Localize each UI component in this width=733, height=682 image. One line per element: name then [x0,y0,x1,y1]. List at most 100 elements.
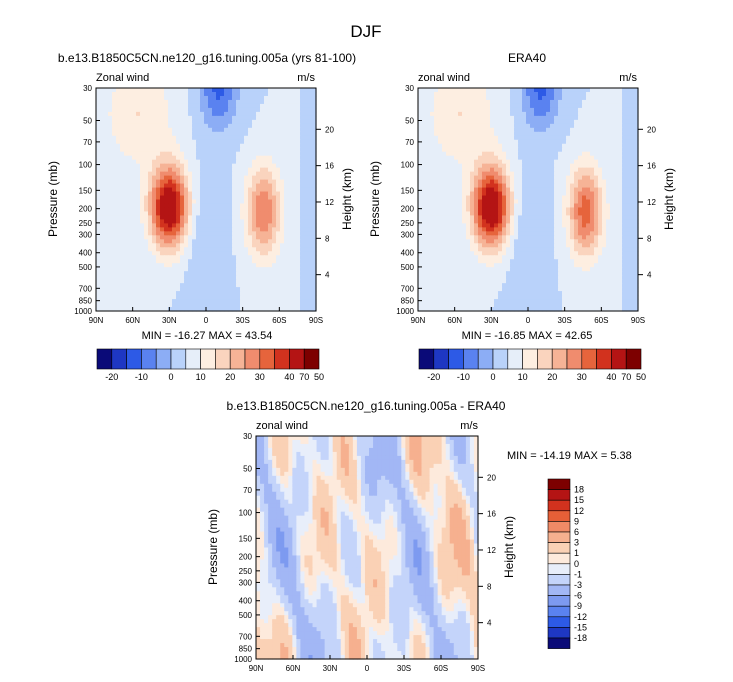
field-cell [212,263,217,268]
field-cell [570,183,575,189]
field-cell [212,235,217,240]
field-cell [264,227,269,232]
field-cell [466,211,471,217]
field-cell [558,91,563,97]
field-cell [216,167,221,173]
field-cell [192,163,197,169]
field-cell [550,143,555,149]
field-cell [124,199,129,205]
field-cell [252,199,257,205]
field-cell [180,119,185,125]
field-cell [212,115,217,121]
field-cell [594,139,599,145]
field-cell [498,111,503,117]
field-cell [426,91,431,97]
field-cell [236,131,241,137]
field-cell [610,91,615,97]
field-cell [208,135,213,141]
field-cell [272,211,277,217]
field-cell [304,143,309,149]
field-cell [148,187,153,193]
field-cell [268,267,273,272]
field-cell [208,111,213,117]
field-cell [252,111,257,117]
field-cell [618,215,623,221]
field-cell [296,211,301,217]
field-cell [132,263,137,268]
field-cell [160,207,165,213]
field-cell [582,179,587,185]
field-cell [606,95,611,101]
field-cell [152,271,157,276]
field-cell [574,163,579,169]
field-cell [100,247,105,252]
contour-field [418,88,639,312]
field-cell [104,111,109,117]
field-cell [312,191,317,197]
field-cell [152,243,157,248]
field-cell [426,167,431,173]
field-cell [582,131,587,137]
field-cell [132,167,137,173]
field-cell [208,211,213,217]
field-cell [252,207,257,213]
field-cell [430,147,435,153]
field-cell [276,171,281,177]
field-cell [176,195,181,201]
field-cell [300,171,305,177]
field-cell [538,215,543,221]
field-cell [506,171,511,177]
field-cell [208,263,213,268]
field-cell [554,99,559,105]
field-cell [140,307,145,312]
field-cell [566,135,571,141]
field-cell [256,163,261,169]
field-cell [244,147,249,153]
field-cell [474,191,479,197]
field-cell [550,151,555,157]
field-cell [518,171,523,177]
field-cell [308,139,313,145]
field-cell [260,155,265,161]
field-cell [586,203,591,209]
field-cell [96,231,101,236]
field-cell [454,143,459,149]
field-cell [622,143,627,149]
field-cell [200,95,205,101]
field-cell [482,91,487,97]
field-cell [602,111,607,117]
field-cell [152,227,157,232]
field-cell [526,215,531,221]
field-cell [450,123,455,129]
field-cell [268,215,273,221]
field-cell [502,99,507,105]
field-cell [152,287,157,292]
field-cell [506,191,511,197]
field-cell [626,151,631,157]
field-cell [474,207,479,213]
field-cell [228,187,233,193]
field-cell [244,179,249,185]
field-cell [296,175,301,181]
field-cell [168,115,173,121]
field-cell [268,303,273,308]
field-cell [288,179,293,185]
field-cell [312,143,317,149]
field-cell [438,211,443,217]
field-cell [458,88,463,93]
field-cell [514,199,519,205]
field-cell [430,187,435,193]
field-cell [196,307,201,312]
field-cell [446,131,451,137]
field-cell [204,95,209,101]
field-cell [256,95,261,101]
field-cell [530,95,535,101]
field-cell [128,199,133,205]
field-cell [280,111,285,117]
field-cell [498,207,503,213]
field-cell [622,111,627,117]
field-cell [264,303,269,308]
field-cell [108,99,113,105]
field-cell [204,91,209,97]
field-cell [586,139,591,145]
